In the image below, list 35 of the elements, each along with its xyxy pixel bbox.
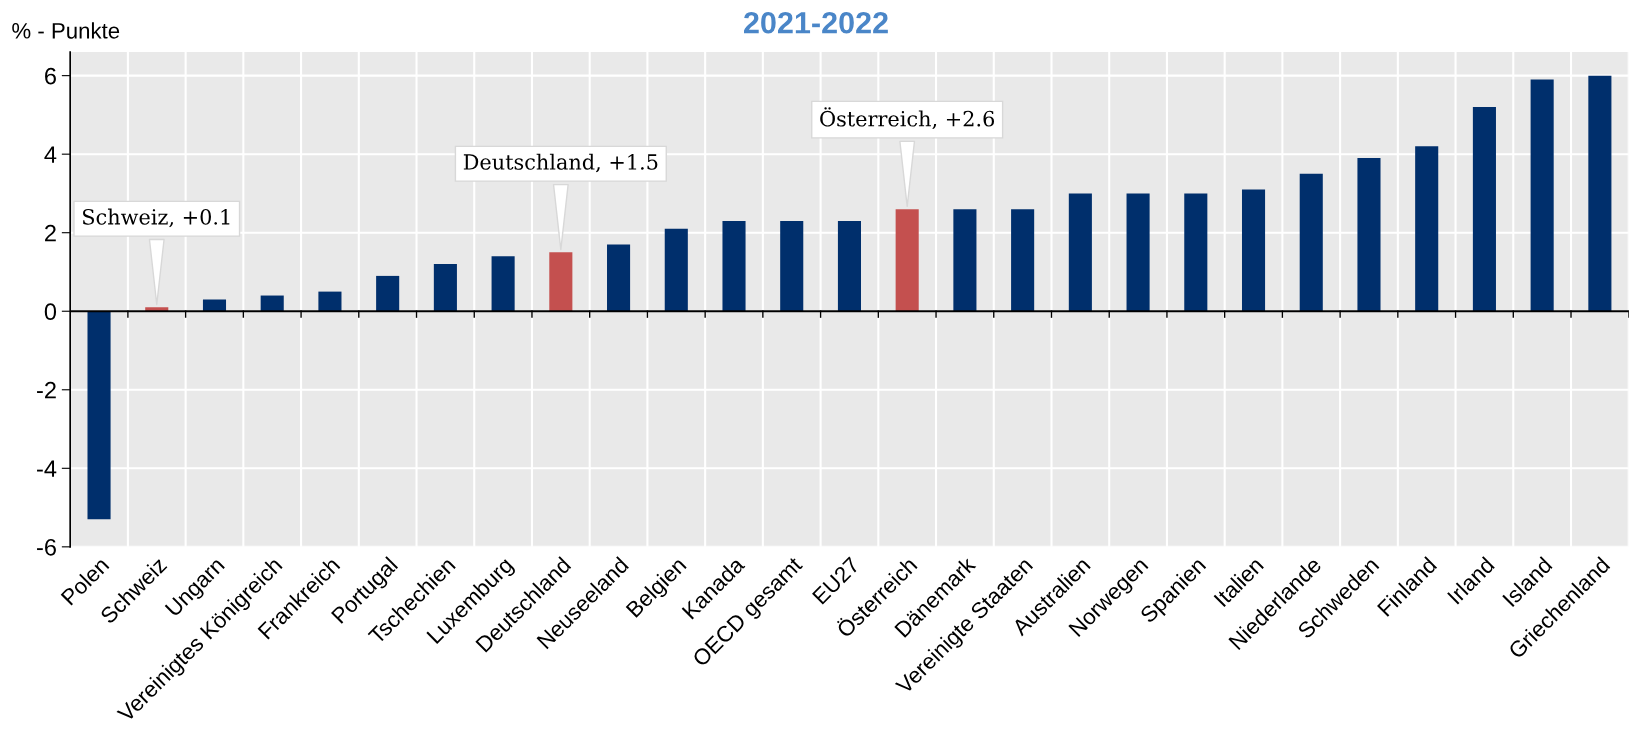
y-tick-label: 4	[44, 146, 57, 163]
bar	[1011, 209, 1035, 312]
y-tick-label: -6	[37, 538, 56, 556]
bar	[1357, 158, 1381, 312]
bar	[953, 209, 977, 312]
bar	[1588, 75, 1612, 312]
annotation: Deutschland, +1.5	[463, 153, 658, 173]
bar	[1530, 79, 1554, 312]
bar	[433, 264, 457, 312]
y-axis-title: % - Punkte	[12, 22, 120, 39]
bar	[1472, 107, 1496, 312]
bar	[376, 275, 400, 312]
annotation: Österreich, +2.6	[820, 107, 995, 130]
y-tick-label: 2	[45, 224, 56, 242]
annotation: Schweiz, +0.1	[83, 208, 230, 228]
bar	[780, 220, 804, 312]
bar	[1184, 193, 1208, 312]
bar	[1068, 193, 1092, 312]
bar	[87, 311, 111, 520]
bar	[837, 220, 861, 312]
bar	[1299, 173, 1323, 312]
y-tick-label: -2	[37, 381, 56, 399]
chart-title: 2021-2022	[744, 11, 888, 34]
bar	[607, 244, 631, 312]
bar	[491, 256, 515, 312]
bar	[664, 228, 688, 312]
bar	[1126, 193, 1150, 312]
y-tick-label: 0	[44, 303, 57, 321]
bar	[1241, 189, 1266, 312]
bar	[1415, 146, 1439, 312]
y-tick-label: 6	[45, 67, 56, 85]
bar	[722, 220, 746, 312]
bar	[202, 299, 227, 312]
y-tick-label: -4	[37, 460, 57, 477]
bar	[318, 291, 342, 312]
